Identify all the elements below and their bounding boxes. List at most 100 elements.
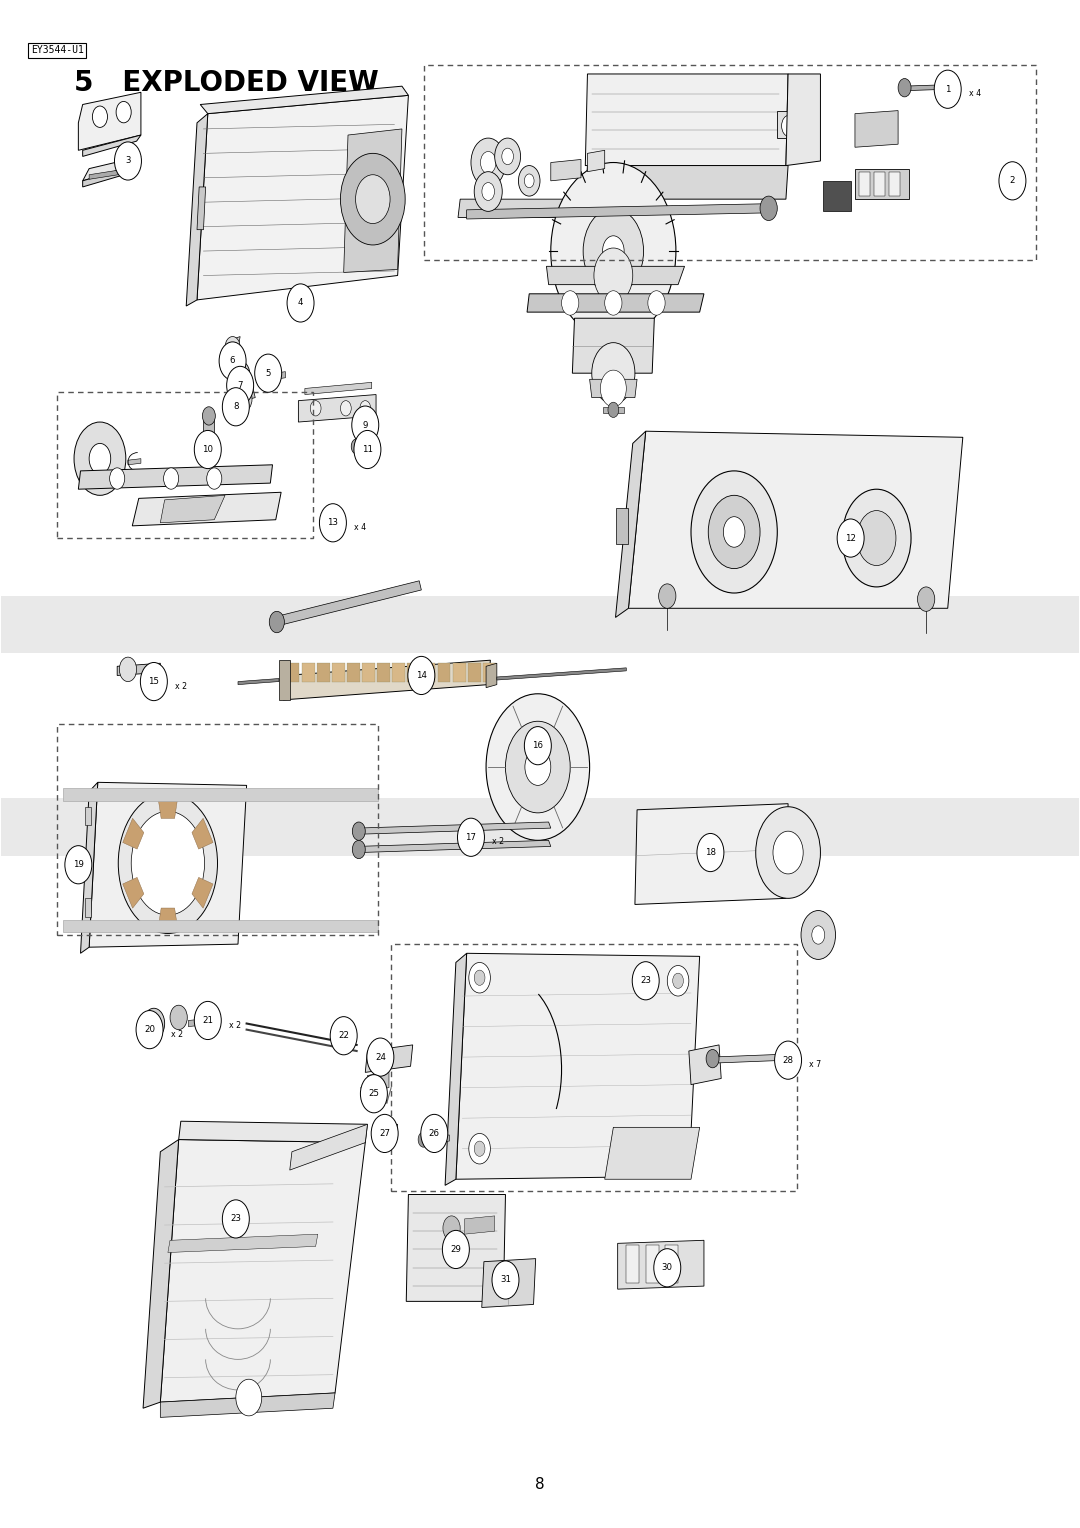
Circle shape bbox=[667, 966, 689, 996]
Polygon shape bbox=[437, 663, 450, 681]
Polygon shape bbox=[486, 663, 497, 688]
Circle shape bbox=[492, 1261, 519, 1299]
Polygon shape bbox=[629, 431, 962, 608]
Bar bbox=[1, 798, 1079, 856]
Polygon shape bbox=[635, 804, 788, 905]
Circle shape bbox=[310, 400, 321, 416]
Circle shape bbox=[600, 370, 626, 406]
Polygon shape bbox=[407, 663, 420, 681]
Circle shape bbox=[230, 361, 249, 388]
Polygon shape bbox=[127, 458, 140, 465]
Circle shape bbox=[360, 400, 370, 416]
Polygon shape bbox=[903, 84, 948, 90]
Circle shape bbox=[899, 78, 912, 96]
Circle shape bbox=[287, 284, 314, 322]
Circle shape bbox=[355, 174, 390, 223]
Circle shape bbox=[583, 208, 644, 293]
Circle shape bbox=[143, 1008, 164, 1039]
Circle shape bbox=[114, 142, 141, 180]
Polygon shape bbox=[264, 371, 285, 380]
Circle shape bbox=[999, 162, 1026, 200]
Polygon shape bbox=[200, 86, 408, 113]
Circle shape bbox=[65, 845, 92, 883]
Circle shape bbox=[163, 468, 178, 489]
Circle shape bbox=[708, 495, 760, 568]
Text: 17: 17 bbox=[465, 833, 476, 842]
Text: 19: 19 bbox=[73, 860, 84, 869]
Circle shape bbox=[525, 749, 551, 785]
Polygon shape bbox=[497, 668, 626, 680]
Polygon shape bbox=[305, 382, 372, 394]
Polygon shape bbox=[83, 134, 140, 156]
Circle shape bbox=[136, 1010, 163, 1048]
Circle shape bbox=[140, 663, 167, 701]
Text: 13: 13 bbox=[327, 518, 338, 527]
Circle shape bbox=[90, 443, 111, 474]
Polygon shape bbox=[158, 798, 178, 819]
Polygon shape bbox=[468, 663, 481, 681]
Polygon shape bbox=[143, 1140, 178, 1409]
Circle shape bbox=[474, 1141, 485, 1157]
Polygon shape bbox=[546, 266, 685, 284]
Circle shape bbox=[75, 422, 125, 495]
Text: 28: 28 bbox=[783, 1056, 794, 1065]
Polygon shape bbox=[188, 1018, 218, 1027]
Text: 1: 1 bbox=[945, 84, 950, 93]
Circle shape bbox=[117, 101, 131, 122]
Circle shape bbox=[219, 342, 246, 380]
Circle shape bbox=[691, 471, 778, 593]
Polygon shape bbox=[585, 165, 788, 199]
Circle shape bbox=[352, 840, 365, 859]
Circle shape bbox=[482, 182, 495, 200]
Text: 14: 14 bbox=[416, 671, 427, 680]
Circle shape bbox=[458, 817, 485, 856]
Polygon shape bbox=[855, 110, 899, 147]
Text: x 4: x 4 bbox=[969, 89, 981, 98]
Polygon shape bbox=[483, 663, 496, 681]
Circle shape bbox=[505, 721, 570, 813]
Circle shape bbox=[474, 970, 485, 986]
Polygon shape bbox=[90, 782, 246, 947]
Circle shape bbox=[203, 1012, 216, 1030]
Polygon shape bbox=[203, 413, 214, 449]
Circle shape bbox=[934, 70, 961, 108]
Text: 23: 23 bbox=[230, 1215, 241, 1224]
Polygon shape bbox=[160, 1394, 335, 1418]
Polygon shape bbox=[445, 953, 467, 1186]
Polygon shape bbox=[786, 73, 821, 165]
Text: x 4: x 4 bbox=[354, 523, 366, 532]
Circle shape bbox=[120, 657, 136, 681]
Circle shape bbox=[603, 235, 624, 266]
Circle shape bbox=[194, 431, 221, 469]
Circle shape bbox=[222, 1199, 249, 1238]
Text: 4: 4 bbox=[298, 298, 303, 307]
Polygon shape bbox=[316, 663, 329, 681]
Bar bbox=[1, 596, 1079, 654]
Polygon shape bbox=[406, 1195, 505, 1302]
Polygon shape bbox=[158, 908, 178, 929]
Polygon shape bbox=[458, 199, 661, 217]
Polygon shape bbox=[197, 95, 408, 299]
Circle shape bbox=[361, 1074, 388, 1112]
Circle shape bbox=[469, 1134, 490, 1164]
Circle shape bbox=[340, 400, 351, 416]
Circle shape bbox=[724, 516, 745, 547]
Polygon shape bbox=[347, 663, 360, 681]
Text: 8: 8 bbox=[233, 402, 239, 411]
Text: x 2: x 2 bbox=[492, 837, 504, 847]
Polygon shape bbox=[665, 1245, 678, 1284]
Circle shape bbox=[562, 290, 579, 315]
Circle shape bbox=[352, 406, 379, 445]
Polygon shape bbox=[646, 1245, 659, 1284]
Polygon shape bbox=[551, 159, 581, 180]
Circle shape bbox=[93, 105, 108, 127]
Circle shape bbox=[632, 961, 659, 999]
Text: 15: 15 bbox=[148, 677, 160, 686]
Polygon shape bbox=[167, 1235, 318, 1253]
Circle shape bbox=[858, 510, 896, 565]
Text: 8: 8 bbox=[536, 1478, 544, 1491]
Text: 24: 24 bbox=[375, 1053, 386, 1062]
Text: 21: 21 bbox=[202, 1016, 213, 1025]
Circle shape bbox=[235, 1380, 261, 1416]
Text: EY3544-U1: EY3544-U1 bbox=[31, 46, 84, 55]
